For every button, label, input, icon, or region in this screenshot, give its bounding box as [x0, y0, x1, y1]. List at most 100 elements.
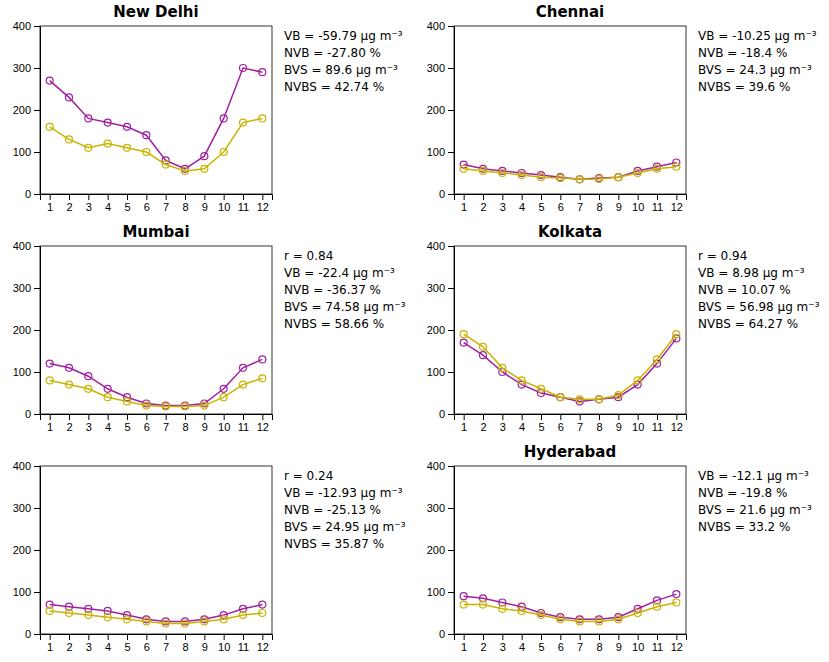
- series-marker: [182, 167, 189, 174]
- y-tick: 200: [13, 324, 40, 336]
- x-tick: 9: [616, 414, 622, 433]
- y-axis-line: [448, 27, 455, 195]
- y-tick-mark: [34, 330, 40, 331]
- x-tick-mark: [88, 634, 89, 640]
- y-tick-mark: [448, 68, 454, 69]
- series-marker: [634, 170, 641, 177]
- series-marker: [654, 165, 661, 172]
- panel-title: Mumbai: [122, 223, 189, 241]
- y-tick-mark: [34, 466, 40, 467]
- annotation: NVB = -18.4 %: [698, 46, 787, 60]
- series-marker: [66, 610, 73, 617]
- x-tick-label: 4: [519, 641, 525, 653]
- y-tick-mark: [34, 110, 40, 111]
- y-tick-label: 200: [427, 544, 445, 556]
- series-marker: [259, 115, 266, 122]
- x-tick: 1: [47, 194, 53, 213]
- y-tick-mark: [448, 246, 454, 247]
- x-tick-mark: [127, 634, 128, 640]
- y-tick: 0: [439, 188, 454, 200]
- y-tick-label: 200: [13, 104, 31, 116]
- y-tick-label: 400: [13, 460, 31, 472]
- x-tick-mark: [204, 194, 205, 200]
- series-line: [464, 163, 677, 180]
- y-tick-label: 200: [427, 104, 445, 116]
- series-marker: [538, 612, 545, 619]
- annotation: r = 0.94: [698, 249, 747, 263]
- x-tick-label: 5: [124, 421, 130, 433]
- x-tick-mark: [618, 194, 619, 200]
- series-line: [50, 605, 263, 622]
- x-tick: 3: [500, 194, 506, 213]
- y-tick-label: 200: [427, 324, 445, 336]
- x-axis-line: [41, 635, 273, 641]
- x-axis: 123456789101112: [41, 194, 273, 213]
- x-axis-line: [455, 195, 687, 201]
- x-tick: 9: [202, 194, 208, 213]
- series-marker: [518, 607, 525, 614]
- x-tick-label: 7: [577, 201, 583, 213]
- x-tick-mark: [262, 194, 263, 200]
- y-tick: 0: [25, 408, 40, 420]
- series-marker: [143, 402, 150, 409]
- x-tick: 9: [202, 414, 208, 433]
- y-tick-label: 300: [427, 282, 445, 294]
- x-tick-label: 9: [616, 641, 622, 653]
- x-tick-mark: [69, 194, 70, 200]
- x-tick: 9: [202, 634, 208, 653]
- x-tick-label: 9: [202, 201, 208, 213]
- x-tick-mark: [638, 194, 639, 200]
- series-marker: [220, 385, 227, 392]
- x-tick: 5: [538, 414, 544, 433]
- x-tick-label: 9: [202, 641, 208, 653]
- series-marker: [615, 174, 622, 181]
- marks: [46, 601, 266, 627]
- y-axis: 0100200300400: [427, 460, 455, 640]
- plot-frame: [454, 26, 686, 194]
- series-line: [464, 338, 677, 401]
- y-tick: 0: [25, 628, 40, 640]
- series-marker: [46, 123, 53, 130]
- x-tick: 11: [652, 414, 663, 433]
- x-tick: 4: [105, 634, 111, 653]
- x-tick-mark: [185, 194, 186, 200]
- x-tick-mark: [483, 194, 484, 200]
- series-marker: [576, 396, 583, 403]
- x-tick: 8: [182, 634, 188, 653]
- y-tick: 0: [439, 628, 454, 640]
- marks: [460, 331, 680, 405]
- series-marker: [460, 165, 467, 172]
- x-tick-label: 12: [257, 641, 269, 653]
- x-tick-mark: [502, 414, 503, 420]
- y-tick-mark: [448, 634, 454, 635]
- y-tick-label: 400: [13, 20, 31, 32]
- x-axis: 123456789101112: [41, 634, 273, 653]
- x-tick: 4: [519, 634, 525, 653]
- series-marker: [480, 352, 487, 359]
- x-tick: 7: [163, 634, 169, 653]
- y-axis-line: [448, 247, 455, 415]
- y-tick-mark: [34, 152, 40, 153]
- y-axis: 0100200300400: [13, 240, 41, 420]
- annotation: NVBS = 58.66 %: [284, 317, 384, 331]
- series-marker: [596, 175, 603, 182]
- x-tick-mark: [146, 634, 147, 640]
- x-tick-mark: [502, 634, 503, 640]
- panel: 1234567891011120100200300400r = 0.24VB =…: [13, 460, 406, 653]
- y-tick: 0: [439, 408, 454, 420]
- x-tick-mark: [69, 414, 70, 420]
- x-tick: 8: [596, 194, 602, 213]
- x-tick-label: 8: [182, 201, 188, 213]
- x-tick-label: 9: [616, 201, 622, 213]
- x-tick: 9: [616, 194, 622, 213]
- x-tick: 1: [461, 634, 467, 653]
- y-tick-label: 100: [13, 146, 31, 158]
- series-line: [464, 603, 677, 622]
- series-marker: [460, 601, 467, 608]
- x-tick-mark: [108, 194, 109, 200]
- x-tick: 6: [144, 634, 150, 653]
- series-marker: [654, 603, 661, 610]
- x-tick: 2: [480, 194, 486, 213]
- y-tick-label: 200: [13, 324, 31, 336]
- x-tick-label: 1: [47, 641, 53, 653]
